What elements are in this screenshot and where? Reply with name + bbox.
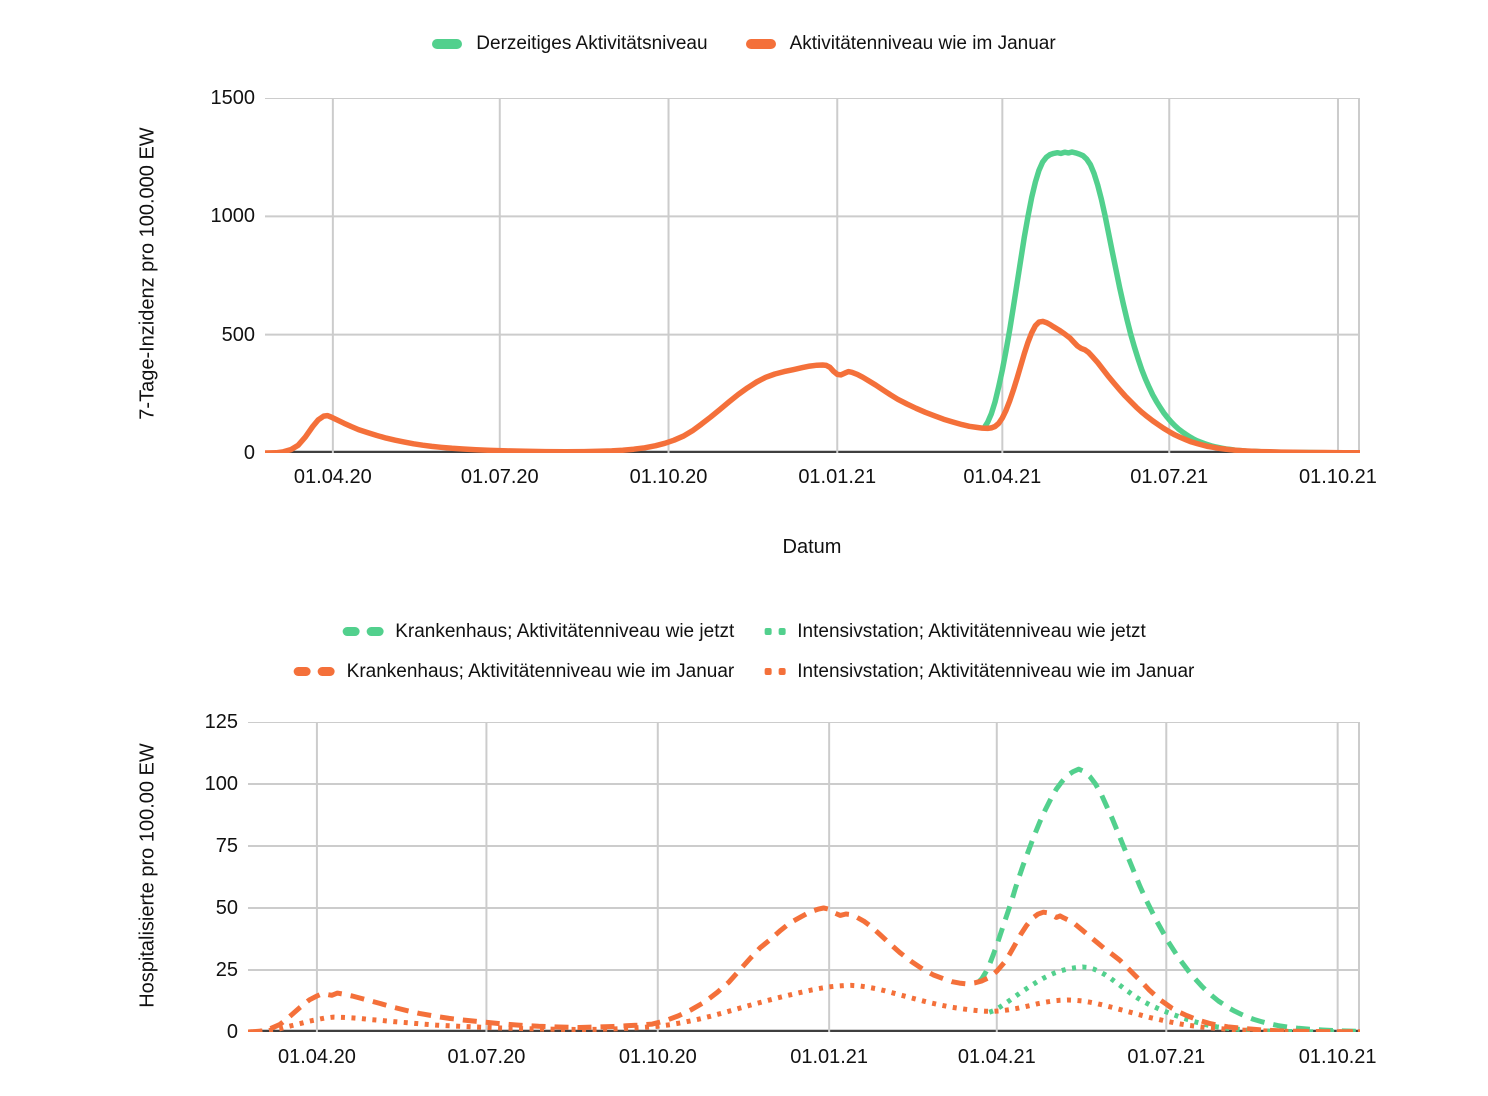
x-tick-label: 01.07.20: [447, 1046, 526, 1068]
legend-label-january-activity: Aktivitätenniveau wie im Januar: [789, 33, 1056, 54]
x-tick-label: 01.10.21: [1299, 466, 1377, 488]
series-line-krankenhaus-aktivit-tenniveau-wie-im-januar: [247, 905, 1360, 1035]
current-activity-swatch-icon: [432, 39, 463, 49]
legend-label-icu-january: Intensivstation; Aktivitätenniveau wie i…: [797, 660, 1195, 682]
incidence-chart-plot: [264, 97, 1360, 456]
y-tick-label: 75: [215, 835, 238, 857]
x-axis-title-datum: Datum: [782, 536, 842, 558]
y-tick-label: 1000: [210, 205, 256, 228]
legend-label-hospital-january: Krankenhaus; Aktivitätenniveau wie im Ja…: [346, 660, 735, 682]
x-tick-label: 01.10.21: [1298, 1046, 1377, 1068]
legend-item-current-activity: Derzeitiges Aktivitätsniveau: [432, 33, 708, 55]
y-tick-label: 0: [226, 1021, 238, 1043]
legend-item-hospital-now: Krankenhaus; Aktivitätenniveau wie jetzt: [342, 618, 734, 645]
january-activity-swatch-icon: [745, 39, 776, 49]
legend-item-icu-now: Intensivstation; Aktivitätenniveau wie j…: [764, 618, 1146, 645]
y-tick-label: 1500: [210, 87, 256, 109]
x-tick-label: 01.01.21: [798, 466, 877, 488]
legend-label-current-activity: Derzeitiges Aktivitätsniveau: [476, 33, 708, 54]
legend-item-icu-january: Intensivstation; Aktivitätenniveau wie i…: [764, 658, 1194, 685]
x-tick-label: 01.04.20: [293, 466, 372, 488]
x-tick-label: 01.10.20: [618, 1046, 697, 1068]
y-tick-label: 0: [243, 442, 255, 464]
legend-item-january-activity: Aktivitätenniveau wie im Januar: [745, 33, 1056, 55]
hospital-now-dash-swatch-icon: [342, 627, 384, 636]
icu-january-dot-swatch-icon: [764, 668, 786, 675]
series-line-aktivit-tenniveau-wie-im-januar: [264, 318, 1360, 456]
y-tick-label: 500: [221, 323, 255, 346]
incidence-legend: Derzeitiges Aktivitätsniveau Aktivitäten…: [0, 33, 1488, 55]
y-tick-label: 125: [204, 711, 238, 733]
incidence-y-axis-title: 7-Tage-Inzidenz pro 100.000 EW: [136, 127, 159, 420]
legend-item-hospital-january: Krankenhaus; Aktivitätenniveau wie im Ja…: [293, 658, 735, 685]
x-tick-label: 01.04.21: [957, 1046, 1036, 1068]
hospitalization-chart-plot: [247, 721, 1361, 1035]
chart-canvas: [247, 721, 1361, 1035]
series-line-derzeitiges-aktivit-tsniveau: [981, 149, 1360, 456]
legend-label-icu-now: Intensivstation; Aktivitätenniveau wie j…: [797, 620, 1146, 642]
x-tick-label: 01.07.20: [460, 466, 539, 488]
x-tick-label: 01.01.21: [790, 1046, 869, 1068]
y-tick-label: 50: [215, 897, 238, 919]
icu-now-dot-swatch-icon: [764, 628, 786, 635]
series-line-krankenhaus-aktivit-tenniveau-wie-jetzt: [976, 766, 1361, 1034]
series-line-intensivstation-aktivit-tenniveau-wie-im-januar: [247, 982, 1360, 1035]
y-tick-label: 100: [204, 773, 238, 795]
chart-canvas: [264, 97, 1360, 456]
hospitalization-legend: Krankenhaus; Aktivitätenniveau wie jetzt…: [293, 618, 1194, 685]
legend-label-hospital-now: Krankenhaus; Aktivitätenniveau wie jetzt: [395, 620, 735, 642]
x-tick-label: 01.04.20: [277, 1046, 356, 1068]
series-line-intensivstation-aktivit-tenniveau-wie-jetzt: [988, 964, 1360, 1035]
x-tick-label: 01.04.21: [963, 466, 1042, 488]
x-tick-label: 01.07.21: [1130, 466, 1209, 488]
y-tick-label: 25: [215, 959, 238, 981]
hospital-january-dash-swatch-icon: [293, 667, 335, 676]
x-tick-label: 01.07.21: [1127, 1046, 1206, 1068]
x-tick-label: 01.10.20: [629, 466, 708, 488]
